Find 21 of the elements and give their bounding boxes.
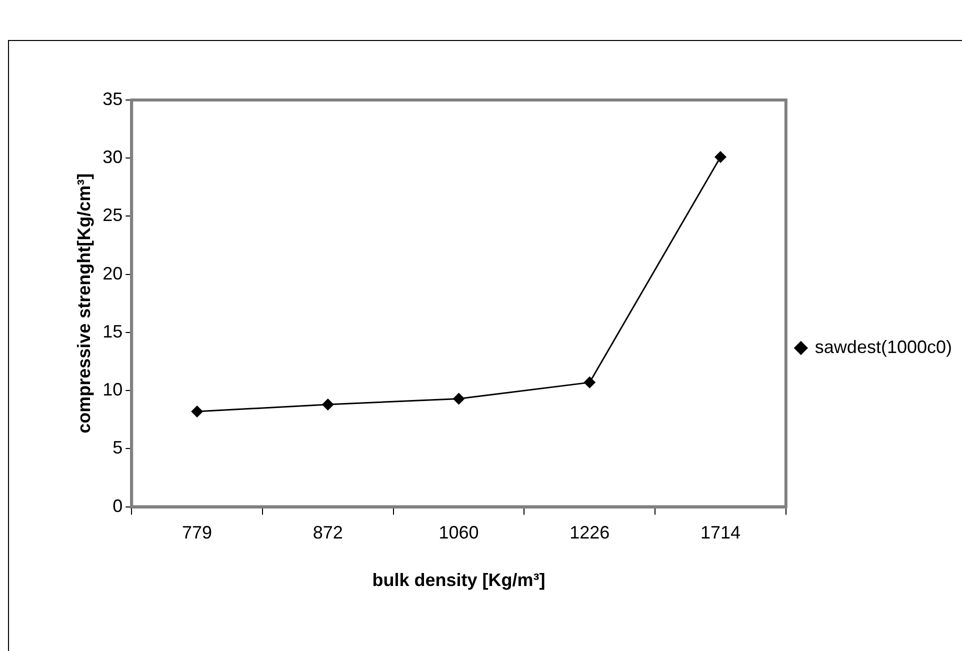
x-tick-label: 1714 xyxy=(700,522,741,543)
x-tick-label: 1226 xyxy=(570,522,610,543)
y-tick-label: 0 xyxy=(112,496,123,516)
y-tick-label: 35 xyxy=(102,88,123,109)
y-tick-label: 20 xyxy=(102,263,123,284)
y-axis-title: compressive strenght[Kg/cm³] xyxy=(74,173,94,434)
y-tick-label: 30 xyxy=(102,147,123,168)
point xyxy=(452,392,465,405)
x-tick-label: 779 xyxy=(182,522,212,543)
x-tick-label: 872 xyxy=(312,522,343,543)
x-axis-title: bulk density [Kg/m³] xyxy=(372,570,546,590)
point xyxy=(322,398,334,411)
x-tick-label: 1060 xyxy=(438,522,479,543)
point xyxy=(191,405,204,418)
point xyxy=(584,376,596,388)
y-tick-label: 5 xyxy=(112,438,123,458)
legend-label: sawdest(1000c0) xyxy=(814,336,952,357)
y-tick-label: 15 xyxy=(102,321,123,342)
y-tick-label: 25 xyxy=(102,205,123,226)
y-tick-label: 10 xyxy=(102,380,123,400)
point xyxy=(714,150,726,163)
